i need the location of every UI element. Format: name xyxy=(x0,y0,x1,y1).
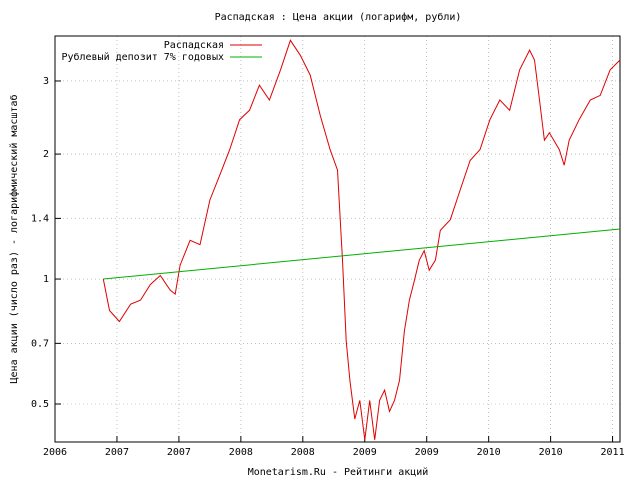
legend-label: Рублевый депозит 7% годовых xyxy=(61,51,224,63)
x-tick-label: 2009 xyxy=(353,447,377,458)
y-tick-label: 1.4 xyxy=(31,213,49,224)
plot-frame xyxy=(54,35,621,443)
x-tick-label: 2008 xyxy=(291,447,315,458)
y-axis-label: Цена акции (число раз) - логарифмический… xyxy=(8,95,20,384)
x-tick-label: 2007 xyxy=(105,447,129,458)
x-tick-label: 2011 xyxy=(601,447,625,458)
data-line xyxy=(102,39,621,440)
y-tick-label: 1 xyxy=(43,274,49,285)
x-tick-label: 2010 xyxy=(539,447,563,458)
legend-label: Распадская xyxy=(164,40,224,51)
chart-title: Распадская : Цена акции (логарифм, рубли… xyxy=(215,11,462,23)
y-tick-label: 0.7 xyxy=(31,338,49,349)
x-tick-label: 2010 xyxy=(477,447,501,458)
y-tick-label: 2 xyxy=(43,149,49,160)
x-tick-label: 2006 xyxy=(43,447,67,458)
y-tick-label: 0.5 xyxy=(31,399,49,410)
x-axis-label: Monetarism.Ru - Рейтинги акций xyxy=(248,466,429,478)
x-tick-label: 2008 xyxy=(229,447,253,458)
x-tick-label: 2007 xyxy=(167,447,191,458)
x-tick-label: 2009 xyxy=(415,447,439,458)
data-line xyxy=(103,228,621,280)
y-tick-label: 3 xyxy=(43,76,49,87)
